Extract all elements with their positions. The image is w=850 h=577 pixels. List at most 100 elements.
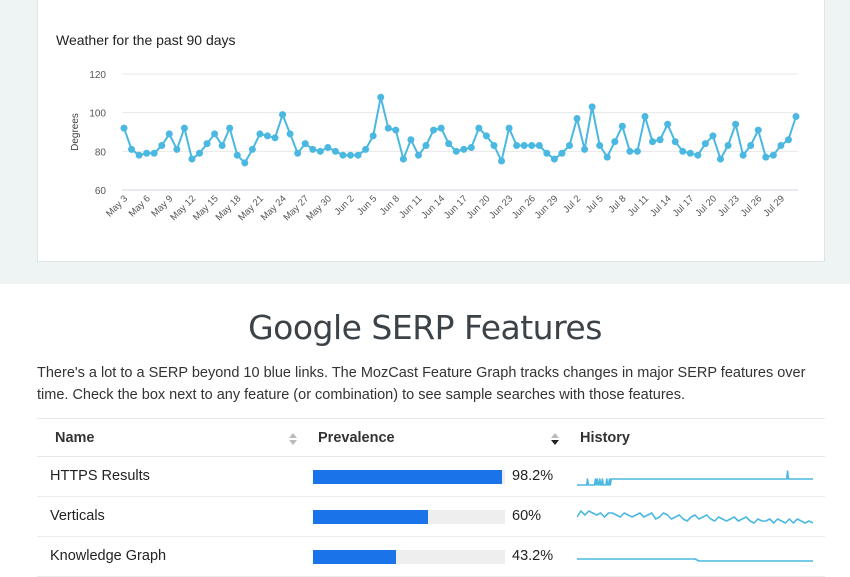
data-point[interactable] xyxy=(256,130,264,138)
data-point[interactable] xyxy=(339,151,347,159)
data-point[interactable] xyxy=(762,153,770,161)
data-point[interactable] xyxy=(694,151,702,159)
data-point[interactable] xyxy=(709,132,717,140)
data-point[interactable] xyxy=(611,138,619,146)
data-point[interactable] xyxy=(618,122,626,130)
data-point[interactable] xyxy=(626,147,634,155)
data-point[interactable] xyxy=(701,140,709,148)
data-point[interactable] xyxy=(248,145,256,153)
sort-both-icon[interactable] xyxy=(288,432,298,446)
data-point[interactable] xyxy=(528,142,536,150)
data-point[interactable] xyxy=(603,153,611,161)
data-point[interactable] xyxy=(150,149,158,157)
data-point[interactable] xyxy=(165,130,173,138)
table-row[interactable]: Verticals 60% xyxy=(37,497,825,537)
data-point[interactable] xyxy=(732,120,740,128)
data-point[interactable] xyxy=(724,142,732,150)
data-point[interactable] xyxy=(769,151,777,159)
data-point[interactable] xyxy=(671,138,679,146)
data-point[interactable] xyxy=(460,145,468,153)
data-point[interactable] xyxy=(399,155,407,163)
sort-descending-icon[interactable] xyxy=(550,432,560,446)
data-point[interactable] xyxy=(430,126,438,134)
data-point[interactable] xyxy=(120,124,128,132)
data-point[interactable] xyxy=(656,136,664,144)
data-point[interactable] xyxy=(498,157,506,165)
data-point[interactable] xyxy=(445,140,453,148)
data-point[interactable] xyxy=(362,145,370,153)
data-point[interactable] xyxy=(173,145,181,153)
data-point[interactable] xyxy=(369,132,377,140)
data-point[interactable] xyxy=(316,147,324,155)
prevalence-bar xyxy=(313,550,396,564)
data-point[interactable] xyxy=(324,143,332,151)
data-point[interactable] xyxy=(392,126,400,134)
data-point[interactable] xyxy=(679,147,687,155)
prevalence-value: 98.2% xyxy=(512,468,554,484)
data-point[interactable] xyxy=(558,149,566,157)
data-point[interactable] xyxy=(520,142,528,150)
data-point[interactable] xyxy=(543,149,551,157)
data-point[interactable] xyxy=(596,142,604,150)
data-point[interactable] xyxy=(211,130,219,138)
data-point[interactable] xyxy=(294,149,302,157)
data-point[interactable] xyxy=(271,134,279,142)
data-point[interactable] xyxy=(377,93,385,101)
data-point[interactable] xyxy=(490,142,498,150)
data-point[interactable] xyxy=(233,151,241,159)
data-point[interactable] xyxy=(128,145,136,153)
data-point[interactable] xyxy=(407,136,415,144)
data-point[interactable] xyxy=(347,151,355,159)
data-point[interactable] xyxy=(792,113,800,121)
data-point[interactable] xyxy=(196,149,204,157)
data-point[interactable] xyxy=(135,151,143,159)
data-point[interactable] xyxy=(550,155,558,163)
data-point[interactable] xyxy=(535,142,543,150)
data-point[interactable] xyxy=(384,124,392,132)
data-point[interactable] xyxy=(203,140,211,148)
data-point[interactable] xyxy=(331,147,339,155)
column-header-prevalence[interactable]: Prevalence xyxy=(318,430,395,446)
data-point[interactable] xyxy=(422,142,430,150)
data-point[interactable] xyxy=(218,142,226,150)
data-point[interactable] xyxy=(414,151,422,159)
data-point[interactable] xyxy=(452,147,460,155)
data-point[interactable] xyxy=(354,151,362,159)
data-point[interactable] xyxy=(633,147,641,155)
data-point[interactable] xyxy=(467,143,475,151)
data-point[interactable] xyxy=(263,132,271,140)
data-point[interactable] xyxy=(739,151,747,159)
table-row[interactable]: Knowledge Graph 43.2% xyxy=(37,537,825,577)
table-row[interactable]: HTTPS Results 98.2% xyxy=(37,457,825,497)
data-point[interactable] xyxy=(565,142,573,150)
data-point[interactable] xyxy=(747,142,755,150)
data-point[interactable] xyxy=(505,124,513,132)
data-point[interactable] xyxy=(158,142,166,150)
column-header-name[interactable]: Name xyxy=(55,430,95,446)
data-point[interactable] xyxy=(664,120,672,128)
data-point[interactable] xyxy=(286,130,294,138)
data-point[interactable] xyxy=(279,111,287,119)
data-point[interactable] xyxy=(475,124,483,132)
data-point[interactable] xyxy=(437,124,445,132)
data-point[interactable] xyxy=(301,140,309,148)
x-tick-label: Jun 2 xyxy=(332,193,356,217)
data-point[interactable] xyxy=(180,124,188,132)
data-point[interactable] xyxy=(784,136,792,144)
data-point[interactable] xyxy=(754,126,762,134)
data-point[interactable] xyxy=(309,145,317,153)
data-point[interactable] xyxy=(588,103,596,111)
data-point[interactable] xyxy=(581,145,589,153)
data-point[interactable] xyxy=(188,155,196,163)
data-point[interactable] xyxy=(777,142,785,150)
data-point[interactable] xyxy=(573,114,581,122)
data-point[interactable] xyxy=(649,138,657,146)
data-point[interactable] xyxy=(482,132,490,140)
data-point[interactable] xyxy=(143,149,151,157)
data-point[interactable] xyxy=(716,155,724,163)
data-point[interactable] xyxy=(226,124,234,132)
data-point[interactable] xyxy=(641,113,649,121)
data-point[interactable] xyxy=(686,149,694,157)
data-point[interactable] xyxy=(241,159,249,167)
data-point[interactable] xyxy=(513,142,521,150)
